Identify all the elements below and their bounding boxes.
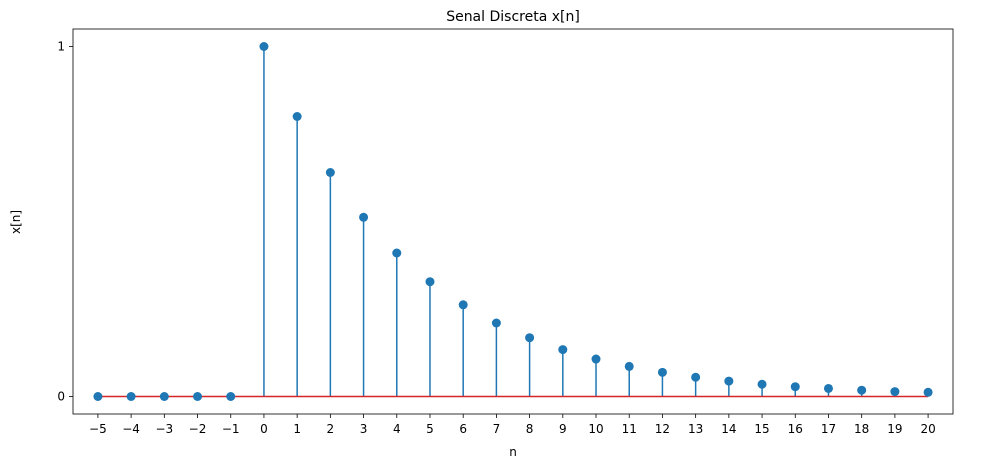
- x-tick-label: −4: [122, 422, 140, 436]
- data-point: [890, 387, 900, 397]
- x-tick-label: 0: [260, 422, 268, 436]
- data-point: [458, 300, 468, 310]
- data-point: [93, 392, 103, 401]
- y-tick-label: 1: [57, 40, 65, 54]
- data-point: [790, 382, 800, 392]
- x-tick-label: 3: [360, 422, 368, 436]
- data-point: [392, 248, 402, 258]
- x-tick-label: 13: [688, 422, 703, 436]
- data-point: [657, 367, 667, 377]
- data-point: [525, 333, 535, 343]
- y-tick-label: 0: [57, 390, 65, 404]
- data-point: [292, 112, 302, 121]
- x-tick-label: 8: [526, 422, 534, 436]
- data-point: [126, 392, 136, 401]
- x-tick-label: 11: [622, 422, 637, 436]
- data-point: [724, 376, 734, 386]
- x-tick-label: 10: [588, 422, 603, 436]
- markers: [93, 42, 933, 401]
- x-tick-label: 20: [920, 422, 935, 436]
- data-point: [624, 361, 634, 371]
- plot-frame: [72, 28, 954, 415]
- data-point: [857, 385, 867, 395]
- data-point: [325, 168, 335, 177]
- x-tick-label: 9: [559, 422, 567, 436]
- x-tick-label: 7: [493, 422, 501, 436]
- x-tick-label: 1: [293, 422, 301, 436]
- data-point: [226, 392, 236, 401]
- x-tick-label: 18: [854, 422, 869, 436]
- x-tick-label: 6: [459, 422, 467, 436]
- data-point: [558, 345, 568, 355]
- x-tick-label: −1: [222, 422, 240, 436]
- x-tick-label: 16: [788, 422, 803, 436]
- x-tick-label: −5: [89, 422, 107, 436]
- data-point: [491, 318, 501, 328]
- x-tick-label: 14: [721, 422, 736, 436]
- x-tick-label: 15: [754, 422, 769, 436]
- data-point: [425, 277, 435, 287]
- chart-title: Senal Discreta x[n]: [446, 9, 580, 25]
- x-tick-label: 12: [655, 422, 670, 436]
- data-point: [259, 42, 269, 51]
- data-point: [193, 392, 203, 401]
- x-tick-label: 17: [821, 422, 836, 436]
- x-axis: −5 −4 −3 −2 −1 0 1 2 3 4 5 6 7 8 9 10 11 12 13 14 15 16 17 18 19…: [89, 414, 936, 436]
- data-point: [591, 354, 601, 364]
- data-point: [691, 372, 701, 382]
- x-tick-label: −2: [189, 422, 207, 436]
- x-tick-label: 2: [327, 422, 335, 436]
- data-point: [757, 379, 767, 389]
- x-axis-label: n: [509, 445, 517, 459]
- x-tick-label: 5: [426, 422, 434, 436]
- data-point: [159, 392, 169, 401]
- x-tick-label: −3: [155, 422, 173, 436]
- data-point: [823, 383, 833, 393]
- y-axis-label: x[n]: [9, 210, 23, 234]
- x-tick-label: 19: [887, 422, 902, 436]
- y-axis: 01: [57, 40, 73, 404]
- stems: [263, 46, 929, 397]
- data-point: [359, 212, 369, 222]
- x-tick-label: 4: [393, 422, 401, 436]
- data-point: [923, 387, 933, 397]
